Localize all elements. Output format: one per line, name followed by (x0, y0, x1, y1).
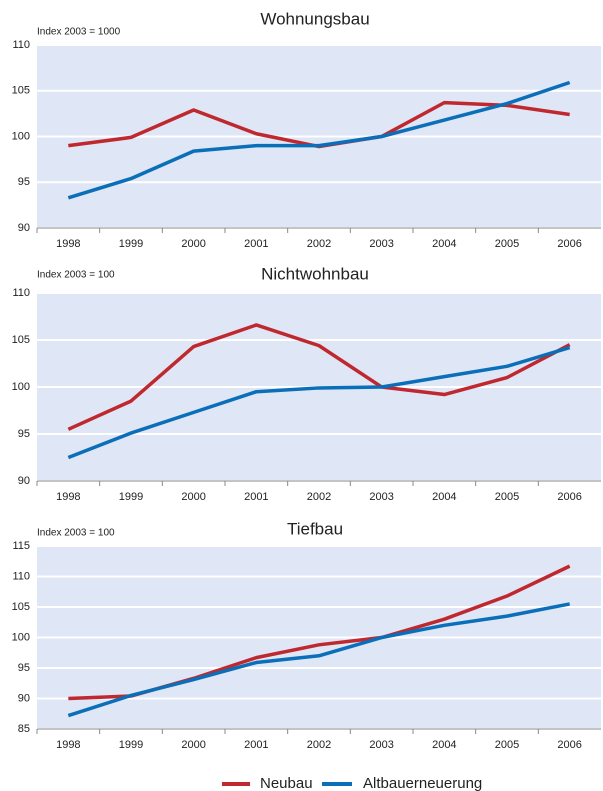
x-tick-label: 2002 (307, 238, 331, 250)
x-tick-label: 2001 (244, 238, 268, 250)
y-tick-label: 100 (12, 130, 30, 142)
x-tick-label: 2005 (495, 238, 519, 250)
y-tick-label: 100 (12, 631, 30, 643)
chart-title: Nichtwohnbau (261, 264, 369, 283)
y-tick-label: 90 (18, 222, 30, 234)
y-tick-label: 115 (12, 540, 30, 552)
y-tick-label: 110 (12, 570, 30, 582)
y-tick-label: 100 (12, 381, 30, 393)
chart-subtitle: Index 2003 = 1000 (37, 27, 121, 38)
y-tick-label: 110 (12, 287, 30, 299)
x-tick-label: 2000 (181, 238, 205, 250)
x-tick-label: 2006 (557, 491, 581, 503)
series-line (67, 602, 571, 718)
x-tick-label: 2003 (369, 491, 393, 503)
chart-title: Wohnungsbau (260, 9, 369, 28)
series-line (67, 323, 571, 431)
y-tick-label: 105 (12, 334, 30, 346)
x-tick-label: 2000 (181, 739, 205, 751)
x-tick-label: 2006 (557, 739, 581, 751)
x-tick-label: 2004 (432, 491, 456, 503)
series-line (67, 80, 571, 200)
x-tick-label: 2001 (244, 491, 268, 503)
x-tick-label: 1998 (56, 238, 80, 250)
chart-subtitle: Index 2003 = 100 (37, 528, 115, 539)
x-tick-label: 1999 (119, 238, 143, 250)
x-tick-label: 1998 (56, 491, 80, 503)
x-tick-label: 1999 (119, 739, 143, 751)
x-tick-label: 2002 (307, 739, 331, 751)
y-tick-label: 90 (18, 692, 30, 704)
y-tick-label: 110 (12, 39, 30, 51)
x-tick-label: 1998 (56, 739, 80, 751)
x-tick-label: 2001 (244, 739, 268, 751)
x-tick-label: 2002 (307, 491, 331, 503)
legend-label: Neubau (260, 775, 313, 791)
y-tick-label: 90 (18, 475, 30, 487)
y-tick-label: 105 (12, 85, 30, 97)
x-tick-label: 2004 (432, 238, 456, 250)
x-tick-label: 2003 (369, 739, 393, 751)
y-tick-label: 95 (18, 176, 30, 188)
x-tick-label: 2000 (181, 491, 205, 503)
chart-title: Tiefbau (287, 519, 343, 538)
chart-subtitle: Index 2003 = 100 (37, 270, 115, 281)
x-tick-label: 2005 (495, 739, 519, 751)
series-line (67, 345, 571, 460)
y-tick-label: 95 (18, 428, 30, 440)
x-tick-label: 2005 (495, 491, 519, 503)
y-tick-label: 85 (18, 723, 30, 735)
legend-label: Altbauerneuerung (363, 775, 482, 791)
y-tick-label: 105 (12, 601, 30, 613)
x-tick-label: 2006 (557, 238, 581, 250)
x-tick-label: 2003 (369, 238, 393, 250)
x-tick-label: 1999 (119, 491, 143, 503)
y-tick-label: 95 (18, 662, 30, 674)
x-tick-label: 2004 (432, 739, 456, 751)
